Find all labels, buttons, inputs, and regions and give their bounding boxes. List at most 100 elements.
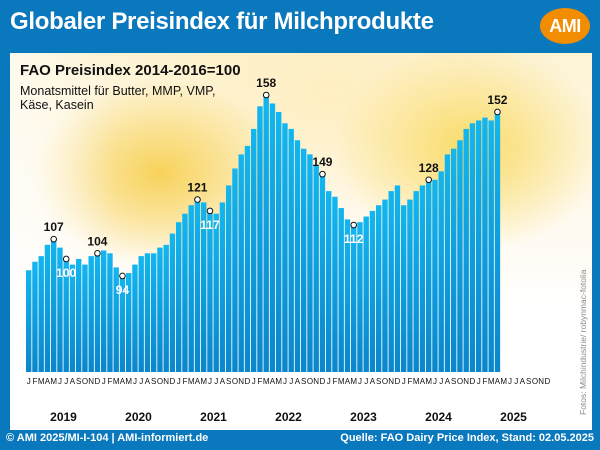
month-tick-label: A — [120, 377, 126, 386]
year-tick-label: 2023 — [350, 410, 377, 424]
bar-2025-2 — [482, 117, 488, 372]
bar-2021-6 — [207, 210, 213, 372]
bar-2020-1 — [101, 250, 107, 372]
bar-2019-8 — [69, 264, 76, 372]
point-marker — [119, 272, 126, 280]
month-tick-label: A — [295, 377, 301, 386]
month-tick-label: O — [232, 377, 238, 386]
month-tick-label: J — [252, 377, 256, 386]
bar-2022-3 — [263, 95, 269, 372]
bar-2024-5 — [426, 179, 432, 372]
bar-2021-1 — [176, 222, 182, 372]
bar-2021-9 — [226, 185, 232, 372]
bar-2024-11 — [463, 128, 469, 372]
month-tick-label: A — [370, 377, 376, 386]
month-tick-label: J — [327, 377, 331, 386]
bar-2024-9 — [451, 148, 457, 372]
month-tick-label: D — [170, 377, 176, 386]
bar-2019-11 — [88, 256, 94, 372]
bar-2020-10 — [157, 247, 163, 372]
month-tick-label: M — [188, 377, 195, 386]
bar-2022-7 — [288, 128, 294, 372]
month-tick-label: S — [301, 377, 306, 386]
bar-2022-12 — [319, 174, 326, 372]
bar-2024-10 — [457, 140, 463, 372]
month-tick-label: M — [338, 377, 345, 386]
month-tick-label: M — [125, 377, 132, 386]
month-tick-label: J — [433, 377, 437, 386]
footer-source: Quelle: FAO Dairy Price Index, Stand: 02… — [340, 432, 594, 444]
year-tick-label: 2022 — [275, 410, 302, 424]
month-tick-label: N — [88, 377, 94, 386]
month-tick-label: J — [402, 377, 406, 386]
year-tick-label: 2019 — [50, 410, 77, 424]
bar-2024-8 — [444, 154, 451, 372]
bar-2022-10 — [307, 154, 313, 372]
bar-2021-12 — [244, 145, 251, 372]
month-tick-label: S — [451, 377, 456, 386]
month-tick-label: F — [108, 377, 113, 386]
month-tick-label: A — [445, 377, 451, 386]
month-tick-label: J — [133, 377, 137, 386]
bar-2021-4 — [194, 199, 201, 372]
month-tick-label: M — [200, 377, 207, 386]
bar-2021-2 — [182, 213, 188, 372]
month-tick-label: D — [320, 377, 326, 386]
month-tick-label: M — [38, 377, 45, 386]
month-tick-label: A — [495, 377, 501, 386]
month-tick-label: A — [345, 377, 351, 386]
month-tick-label: N — [388, 377, 394, 386]
point-marker — [319, 170, 326, 178]
bar-2024-2 — [407, 199, 413, 372]
chart-subtitle: FAO Preisindex 2014-2016=100 — [20, 62, 241, 79]
bar-2023-6 — [357, 222, 363, 372]
bar-2024-12 — [469, 123, 476, 373]
bar-2023-11 — [388, 191, 394, 372]
month-tick-label: J — [177, 377, 181, 386]
ami-logo: AMI — [540, 8, 590, 44]
point-marker — [206, 207, 214, 215]
month-tick-label: M — [488, 377, 495, 386]
month-tick-label: J — [514, 377, 518, 386]
bar-2022-1 — [251, 128, 257, 372]
month-tick-label: N — [163, 377, 169, 386]
bar-2021-7 — [213, 213, 219, 372]
bar-2023-2 — [332, 196, 338, 372]
month-tick-label: J — [358, 377, 362, 386]
month-tick-label: J — [102, 377, 106, 386]
month-tick-label: S — [151, 377, 156, 386]
bar-2021-8 — [219, 202, 226, 372]
month-tick-label: J — [283, 377, 287, 386]
month-tick-label: M — [263, 377, 270, 386]
month-tick-label: M — [50, 377, 57, 386]
bar-2023-4 — [344, 219, 351, 372]
month-tick-label: S — [526, 377, 531, 386]
month-tick-label: O — [382, 377, 388, 386]
annotation-labels: 107 100 104 94 121 117 158 149 112 128 152 — [44, 76, 508, 297]
month-tick-label: F — [183, 377, 188, 386]
point-marker — [350, 221, 358, 229]
month-tick-label: O — [157, 377, 163, 386]
data-label: 158 — [256, 76, 276, 90]
chart-description: Monatsmittel für Butter, MMP, VMP, Käse,… — [20, 84, 216, 112]
year-tick-label: 2024 — [425, 410, 452, 424]
month-tick-label: A — [270, 377, 276, 386]
month-tick-label: O — [532, 377, 538, 386]
bar-2019-2 — [32, 261, 38, 372]
month-tick-label: J — [477, 377, 481, 386]
bar-2019-10 — [82, 264, 88, 372]
annotation-markers — [50, 91, 501, 280]
month-tick-label: N — [463, 377, 469, 386]
month-tick-label: A — [195, 377, 201, 386]
bar-2019-9 — [76, 258, 82, 372]
month-tick-label: J — [364, 377, 368, 386]
footer-copyright: © AMI 2025/MI-I-104 | AMI-informiert.de — [6, 432, 209, 444]
bar-2020-4 — [119, 275, 126, 372]
month-tick-label: D — [245, 377, 251, 386]
bar-2019-4 — [44, 244, 51, 372]
month-tick-label: F — [33, 377, 38, 386]
month-tick-label: D — [95, 377, 101, 386]
bar-2022-6 — [282, 123, 288, 373]
